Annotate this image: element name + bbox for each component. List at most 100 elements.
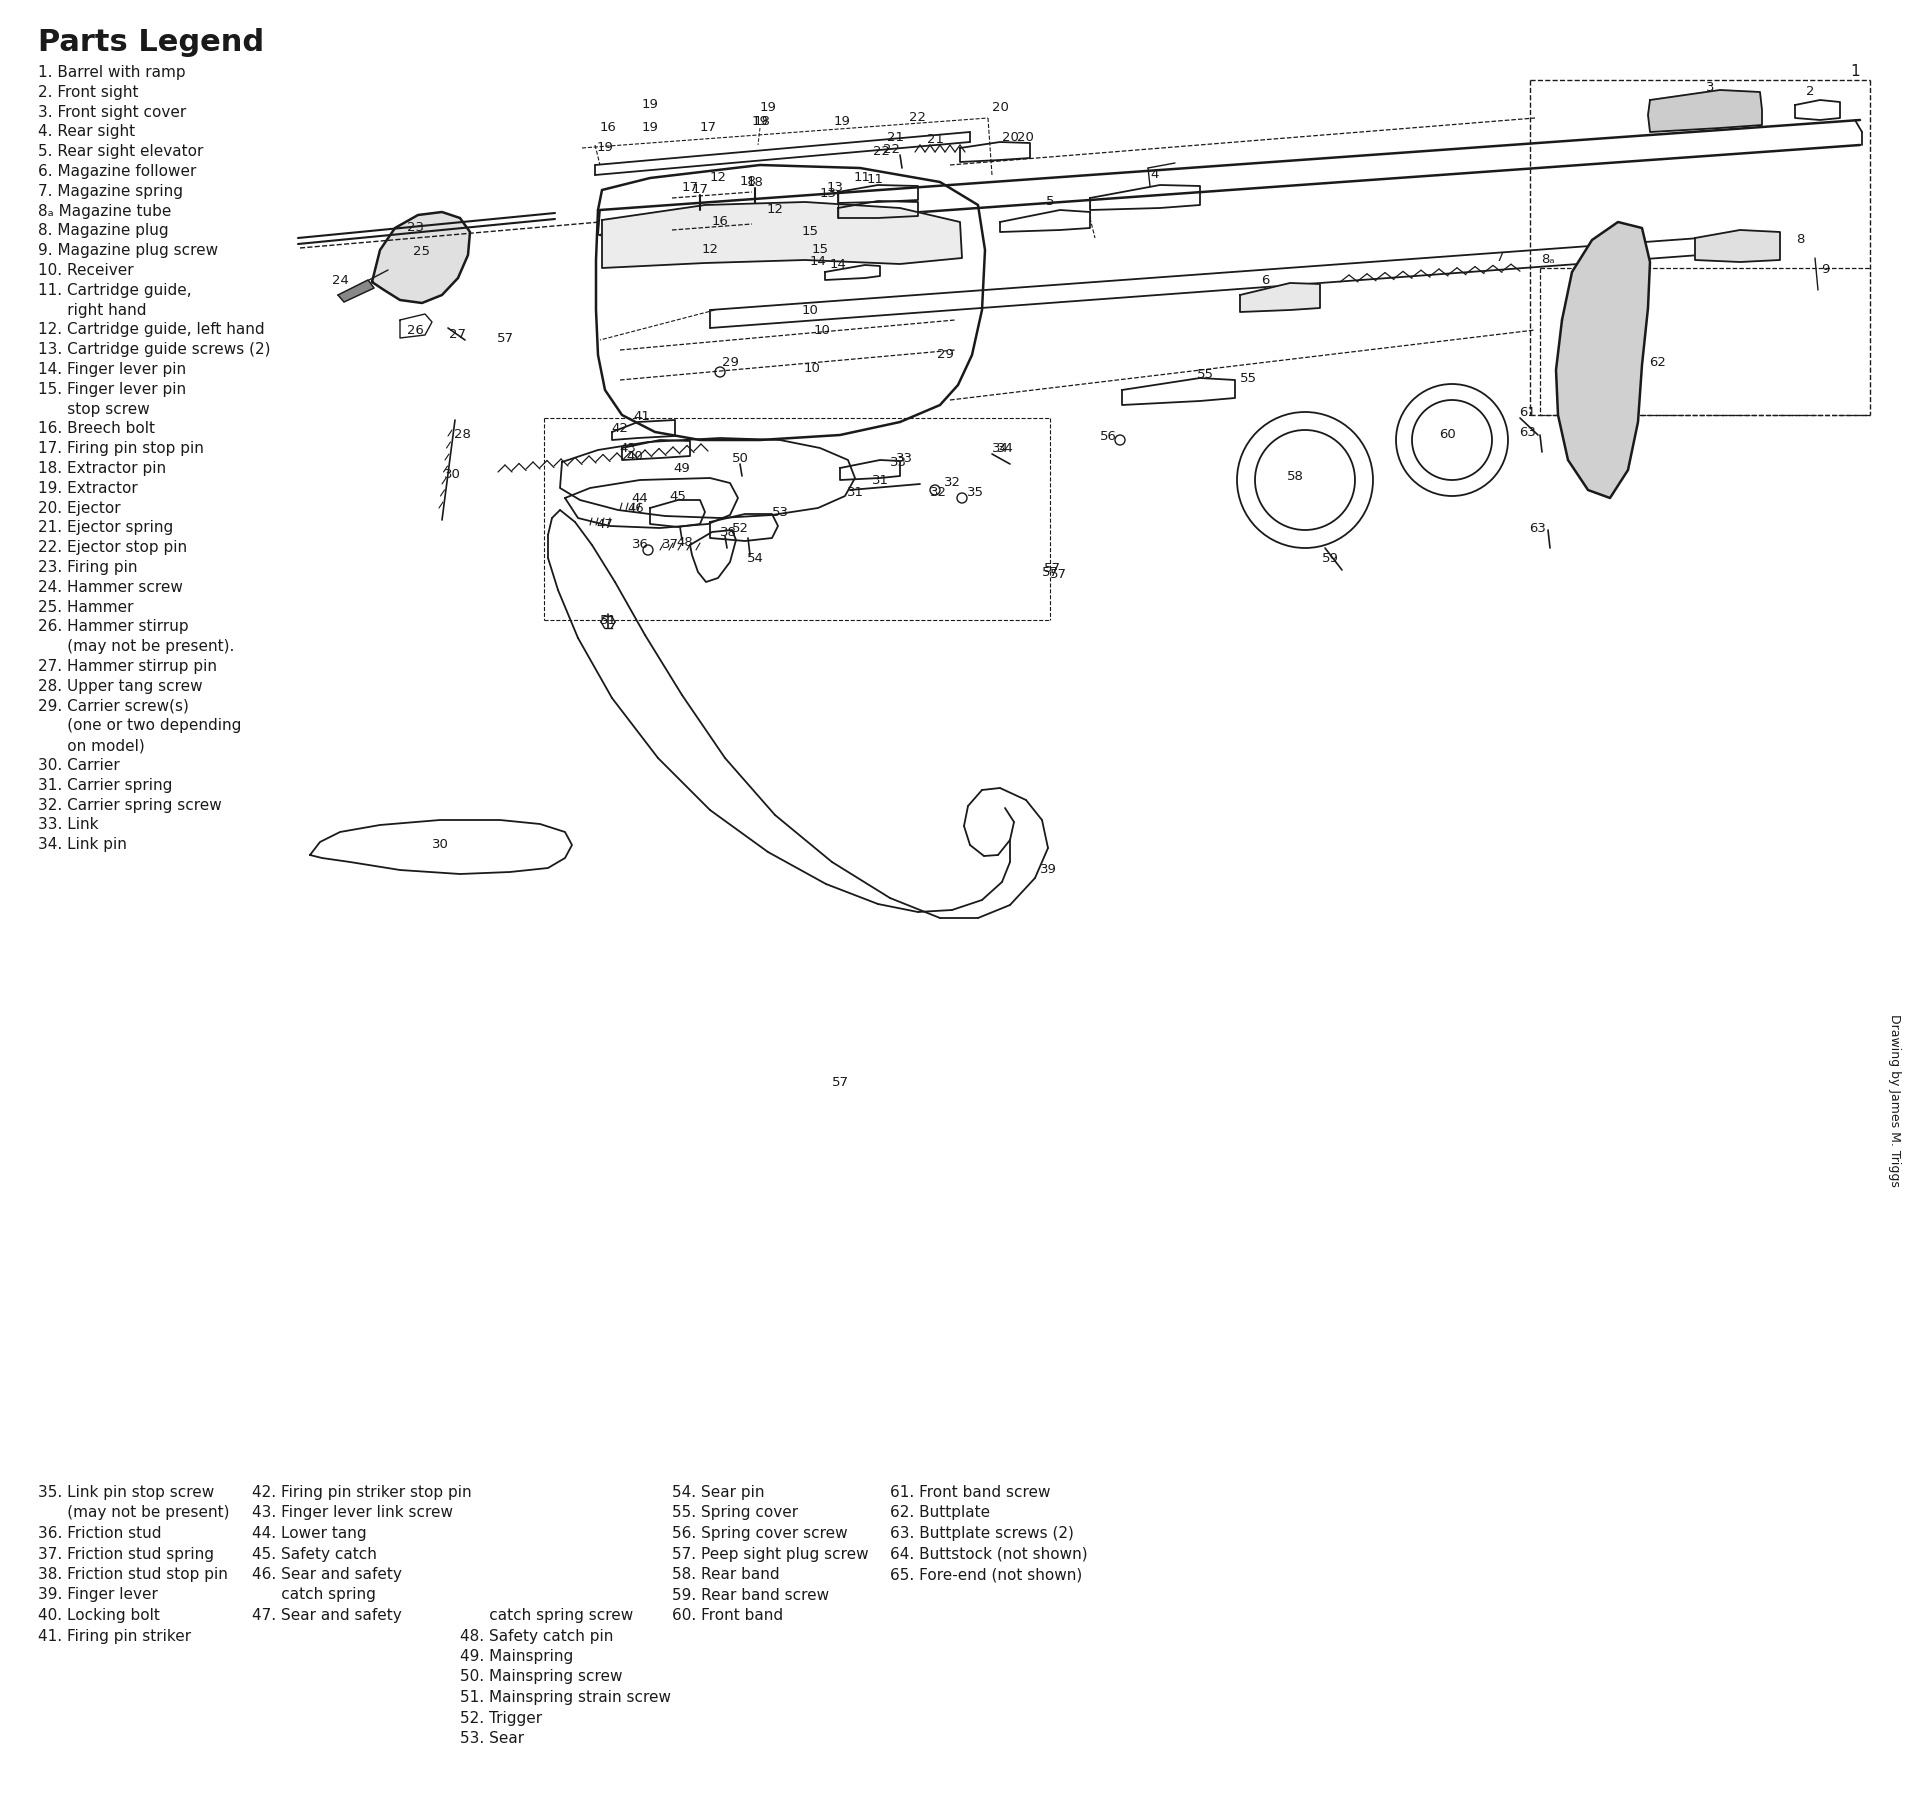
Text: 11: 11: [854, 172, 870, 185]
Text: 43. Finger lever link screw: 43. Finger lever link screw: [252, 1506, 453, 1520]
Polygon shape: [1695, 230, 1780, 262]
Text: 22. Ejector stop pin: 22. Ejector stop pin: [38, 539, 186, 556]
Text: 5: 5: [1046, 195, 1054, 208]
Text: 48. Safety catch pin: 48. Safety catch pin: [461, 1629, 612, 1643]
Text: 12: 12: [710, 172, 726, 185]
Text: 62. Buttplate: 62. Buttplate: [891, 1506, 991, 1520]
Text: 47. Sear and safety: 47. Sear and safety: [252, 1607, 401, 1624]
Text: 62: 62: [1649, 355, 1667, 369]
Text: 61. Front band screw: 61. Front band screw: [891, 1484, 1050, 1500]
Text: 2. Front sight: 2. Front sight: [38, 85, 138, 100]
Text: 34. Link pin: 34. Link pin: [38, 838, 127, 853]
Text: 57: 57: [1043, 561, 1060, 574]
Text: (one or two depending: (one or two depending: [38, 719, 242, 733]
Text: 20. Ejector: 20. Ejector: [38, 501, 121, 516]
Text: 60: 60: [1440, 429, 1457, 442]
Text: 55. Spring cover: 55. Spring cover: [672, 1506, 799, 1520]
Text: 17: 17: [682, 181, 699, 194]
Text: 34: 34: [996, 442, 1014, 454]
Text: 9. Magazine plug screw: 9. Magazine plug screw: [38, 243, 219, 259]
Text: 22: 22: [910, 112, 927, 125]
Text: 16: 16: [712, 215, 728, 228]
Text: 57: 57: [831, 1075, 849, 1088]
Text: 14: 14: [810, 255, 826, 268]
Text: Drawing by James M. Triggs: Drawing by James M. Triggs: [1889, 1014, 1901, 1186]
Text: 13: 13: [820, 188, 837, 201]
Text: catch spring screw: catch spring screw: [461, 1607, 634, 1624]
Text: 16: 16: [599, 121, 616, 134]
Text: 53: 53: [772, 505, 789, 518]
Text: 47: 47: [597, 518, 612, 532]
Text: 29: 29: [722, 355, 739, 369]
Text: 63: 63: [1519, 425, 1536, 438]
Text: 8ₐ: 8ₐ: [1542, 253, 1555, 266]
Text: 4. Rear sight: 4. Rear sight: [38, 125, 134, 139]
Text: 20: 20: [991, 101, 1008, 114]
Text: 19: 19: [641, 98, 659, 112]
Text: 12. Cartridge guide, left hand: 12. Cartridge guide, left hand: [38, 322, 265, 337]
Text: 21. Ejector spring: 21. Ejector spring: [38, 521, 173, 536]
Text: 51. Mainspring strain screw: 51. Mainspring strain screw: [461, 1691, 670, 1705]
Text: 8: 8: [1795, 233, 1805, 246]
Text: 19: 19: [751, 116, 768, 129]
Text: (may not be present): (may not be present): [38, 1506, 230, 1520]
Text: 63. Buttplate screws (2): 63. Buttplate screws (2): [891, 1526, 1073, 1540]
Text: 49. Mainspring: 49. Mainspring: [461, 1649, 574, 1663]
Text: 19: 19: [641, 121, 659, 134]
Text: 6: 6: [1261, 273, 1269, 286]
Text: 25. Hammer: 25. Hammer: [38, 599, 134, 615]
Text: 1. Barrel with ramp: 1. Barrel with ramp: [38, 65, 186, 80]
Text: 42: 42: [612, 422, 628, 434]
Text: 8. Magazine plug: 8. Magazine plug: [38, 223, 169, 239]
Text: 38: 38: [720, 525, 737, 539]
Text: 59: 59: [1321, 552, 1338, 565]
Text: 12: 12: [701, 244, 718, 257]
Text: 32. Carrier spring screw: 32. Carrier spring screw: [38, 798, 221, 813]
Text: 55: 55: [1240, 371, 1256, 384]
Text: 15. Finger lever pin: 15. Finger lever pin: [38, 382, 186, 396]
Text: 7: 7: [1496, 252, 1503, 264]
Text: 35: 35: [966, 485, 983, 498]
Text: 19: 19: [597, 141, 612, 154]
Text: 8ₐ Magazine tube: 8ₐ Magazine tube: [38, 203, 171, 219]
Text: 29. Carrier screw(s): 29. Carrier screw(s): [38, 699, 188, 713]
Text: 57: 57: [1050, 568, 1066, 581]
Text: 57: 57: [1041, 565, 1058, 579]
Text: (may not be present).: (may not be present).: [38, 639, 234, 653]
Text: 19: 19: [760, 101, 776, 114]
Text: 22: 22: [883, 143, 900, 156]
Text: 38. Friction stud stop pin: 38. Friction stud stop pin: [38, 1567, 228, 1582]
Text: 11: 11: [866, 174, 883, 186]
Text: 52. Trigger: 52. Trigger: [461, 1710, 541, 1725]
Text: 41. Firing pin striker: 41. Firing pin striker: [38, 1629, 192, 1643]
Text: 25: 25: [413, 246, 430, 259]
Text: 17. Firing pin stop pin: 17. Firing pin stop pin: [38, 442, 204, 456]
Text: 27: 27: [449, 328, 467, 342]
Text: 10: 10: [804, 362, 820, 375]
Text: 53. Sear: 53. Sear: [461, 1730, 524, 1747]
Text: 14: 14: [829, 259, 847, 272]
Text: 50: 50: [732, 451, 749, 465]
Text: 28: 28: [453, 429, 470, 442]
Text: 44. Lower tang: 44. Lower tang: [252, 1526, 367, 1540]
Text: 54. Sear pin: 54. Sear pin: [672, 1484, 764, 1500]
Text: 56. Spring cover screw: 56. Spring cover screw: [672, 1526, 847, 1540]
Text: 22: 22: [874, 145, 891, 159]
Text: 6. Magazine follower: 6. Magazine follower: [38, 165, 196, 179]
Text: 18: 18: [753, 116, 770, 129]
Text: 19: 19: [833, 116, 851, 129]
Text: 64. Buttstock (not shown): 64. Buttstock (not shown): [891, 1546, 1087, 1562]
Text: 3: 3: [1705, 81, 1715, 94]
Text: Parts Legend: Parts Legend: [38, 27, 265, 56]
Text: 57: 57: [497, 331, 513, 344]
Text: 10. Receiver: 10. Receiver: [38, 262, 134, 279]
Text: 16. Breech bolt: 16. Breech bolt: [38, 422, 156, 436]
Text: 30: 30: [432, 838, 449, 851]
Text: 36: 36: [632, 538, 649, 550]
Polygon shape: [1647, 90, 1763, 132]
Text: 57. Peep sight plug screw: 57. Peep sight plug screw: [672, 1546, 868, 1562]
Text: 48: 48: [676, 536, 693, 548]
Text: 37. Friction stud spring: 37. Friction stud spring: [38, 1546, 213, 1562]
Text: 30. Carrier: 30. Carrier: [38, 758, 119, 773]
Text: 49: 49: [674, 462, 691, 474]
